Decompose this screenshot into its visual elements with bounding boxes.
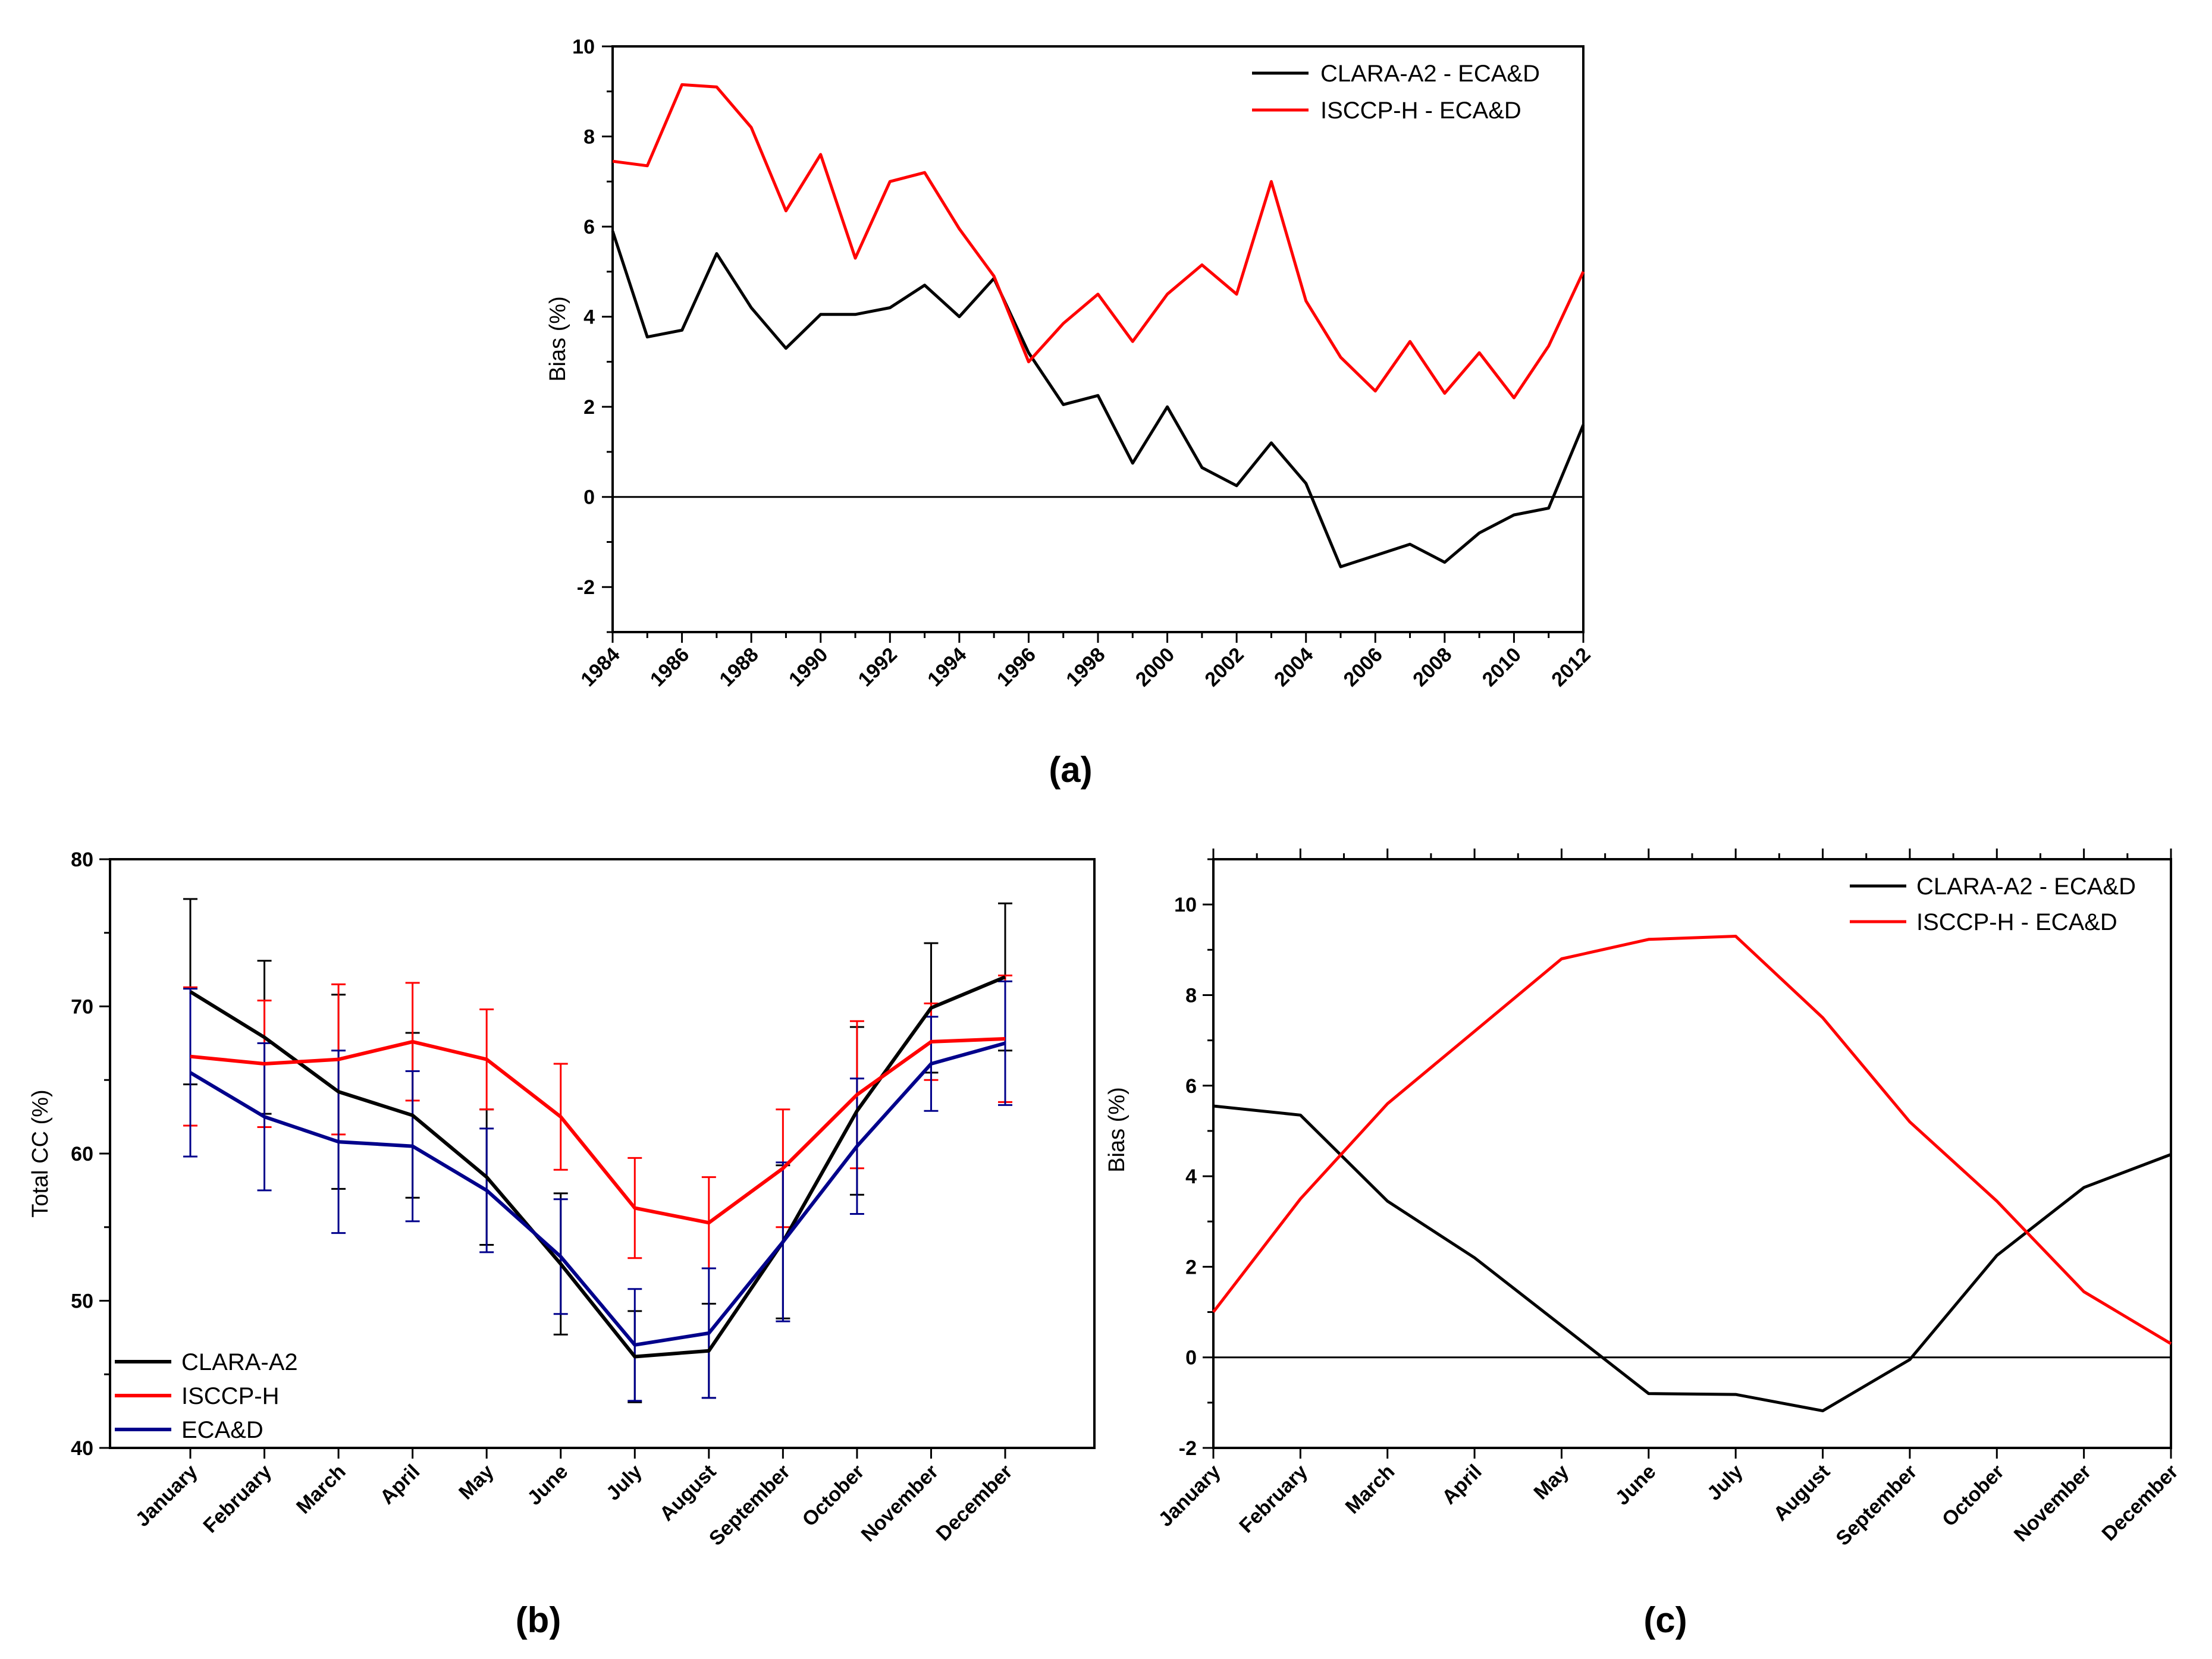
panel-c-legend-label: CLARA-A2 - ECA&D — [1916, 874, 2136, 900]
panel-c-x-tick-label: March — [1341, 1460, 1400, 1519]
panel-c-y-tick-label: 6 — [1185, 1075, 1197, 1098]
panel-a-series-line-1 — [611, 230, 1585, 568]
panel-c-label: (c) — [1643, 1600, 1687, 1640]
panel-b-x-tick-label: March — [292, 1460, 350, 1519]
panel-b-legend-label: ISCCP-H — [181, 1383, 279, 1409]
panel-c-y-tick-label: 4 — [1185, 1165, 1197, 1188]
panel-a-series-line-2 — [612, 83, 1585, 400]
panel-a-series — [611, 83, 1585, 568]
panel-c-series-line-1 — [1213, 1104, 2172, 1413]
panel-b-y-tick-label: 70 — [71, 996, 93, 1019]
panel-a-x-axis: 1984 1986 1988 1990 1992 1994 1996 1998 2000 2002… — [576, 632, 1595, 691]
panel-c-series — [1212, 935, 2172, 1413]
panel-a-y-axis-label: Bias (%) — [545, 296, 570, 382]
panel-b-x-tick-label: April — [376, 1460, 425, 1509]
panel-c-y-axis: -2 0 2 4 6 8 10 — [1174, 858, 1213, 1460]
panel-a-y-tick-label: 8 — [583, 126, 595, 149]
panel-c-x-tick-label: October — [1938, 1460, 2009, 1531]
panel-c-plot-frame — [1212, 858, 2172, 1449]
panel-a-x-tick-label: 2006 — [1339, 643, 1387, 691]
panel-b-legend: CLARA-A2 ISCCP-H ECA&D — [115, 1349, 298, 1443]
panel-c-x-tick-label: June — [1611, 1460, 1660, 1510]
panel-a-legend-label: ISCCP-H - ECA&D — [1320, 98, 1521, 124]
panel-c-x-tick-label: November — [2010, 1460, 2095, 1546]
panel-a-y-tick-label: 10 — [572, 36, 595, 58]
panel-c-x-axis: January February March April May June July Augu… — [1154, 849, 2183, 1550]
panel-a-x-tick-label: 1984 — [576, 643, 624, 691]
panel-c-x-tick-label: August — [1769, 1460, 1835, 1526]
panel-a-y-axis: -2 0 2 4 6 8 10 — [572, 36, 613, 633]
panel-b-x-tick-label: November — [857, 1460, 943, 1546]
panel-c-y-tick-label: 10 — [1174, 894, 1197, 916]
panel-b-x-tick-label: July — [602, 1460, 647, 1505]
panel-b-label: (b) — [516, 1600, 561, 1640]
panel-c-y-tick-label: 2 — [1185, 1256, 1197, 1278]
panel-b-y-tick-label: 60 — [71, 1143, 93, 1165]
panel-b-x-tick-label: June — [523, 1460, 572, 1510]
panel-b-x-tick-label: August — [655, 1460, 721, 1526]
panel-b-x-tick-label: May — [454, 1460, 498, 1504]
panel-a-y-tick-label: 4 — [583, 306, 595, 329]
panel-c-x-tick-label: January — [1154, 1460, 1225, 1531]
panel-b-series-line-2 — [190, 1037, 1006, 1225]
panel-b-x-tick-label: September — [705, 1460, 795, 1550]
panel-b-x-tick-label: October — [798, 1460, 869, 1531]
panel-a-plot-frame — [611, 45, 1585, 633]
panel-b-y-axis-label: Total CC (%) — [28, 1089, 53, 1217]
panel-b-series-line-3 — [189, 1041, 1006, 1347]
panel-a-x-tick-label: 2004 — [1270, 643, 1317, 691]
panel-c-y-axis-label: Bias (%) — [1105, 1087, 1129, 1173]
panel-a-x-tick-label: 2002 — [1200, 643, 1248, 691]
panel-c-legend: CLARA-A2 - ECA&D ISCCP-H - ECA&D — [1850, 874, 2136, 935]
panel-a-x-tick-label: 1992 — [854, 643, 902, 691]
panel-c-series-line-2 — [1212, 935, 2172, 1345]
panel-a-x-tick-label: 2008 — [1408, 643, 1456, 691]
panel-a-y-tick-label: 0 — [583, 486, 595, 509]
panel-b-x-tick-label: February — [199, 1460, 276, 1538]
panel-b-x-tick-label: January — [131, 1460, 202, 1531]
panel-a-y-tick-label: 2 — [583, 396, 595, 419]
panel-c-y-tick-label: -2 — [1179, 1437, 1197, 1460]
panel-b-legend-label: ECA&D — [181, 1417, 263, 1443]
panel-a-x-tick-label: 1998 — [1062, 643, 1109, 691]
panel-a-legend-label: CLARA-A2 - ECA&D — [1320, 61, 1540, 87]
panel-b-legend-label: CLARA-A2 — [181, 1349, 298, 1375]
panel-c-x-tick-label: May — [1529, 1460, 1573, 1504]
panel-a-y-tick-label: -2 — [577, 576, 595, 599]
panel-c-y-tick-label: 0 — [1185, 1347, 1197, 1369]
panel-a-x-tick-label: 2012 — [1547, 643, 1595, 691]
panel-a-x-tick-label: 1996 — [993, 643, 1040, 691]
panel-a-x-tick-label: 1988 — [715, 643, 763, 691]
panel-c-x-tick-label: September — [1831, 1460, 1921, 1550]
panel-a-x-tick-label: 2000 — [1131, 643, 1179, 691]
panel-a-x-tick-label: 1994 — [923, 643, 971, 691]
panel-b-x-tick-label: December — [932, 1460, 1017, 1545]
panel-b-y-axis: 40 50 60 70 80 — [71, 849, 110, 1460]
panel-c-x-tick-label: July — [1703, 1460, 1747, 1505]
panel-a-label: (a) — [1049, 750, 1092, 790]
panel-c-x-tick-label: February — [1235, 1460, 1312, 1538]
panel-b-y-tick-label: 40 — [71, 1437, 93, 1460]
panel-b-y-tick-label: 80 — [71, 849, 93, 871]
panel-b-y-tick-label: 50 — [71, 1290, 93, 1313]
panel-b-series — [183, 898, 1012, 1403]
panel-c-x-tick-label: December — [2098, 1460, 2183, 1545]
panel-a-x-tick-label: 1990 — [785, 643, 832, 691]
panel-b-series-line-1 — [189, 975, 1006, 1359]
panel-c-x-tick-label: April — [1438, 1460, 1486, 1509]
panel-a-x-tick-label: 1986 — [646, 643, 694, 691]
panel-a-y-tick-label: 6 — [583, 216, 595, 238]
panel-c-legend-label: ISCCP-H - ECA&D — [1916, 909, 2117, 935]
panel-a-x-tick-label: 2010 — [1478, 643, 1526, 691]
panel-c-y-tick-label: 8 — [1185, 984, 1197, 1007]
panel-a-legend: CLARA-A2 - ECA&D ISCCP-H - ECA&D — [1252, 61, 1540, 124]
panel-c-chart: -2 0 2 4 6 8 10 January February March April May Ju… — [1105, 849, 2183, 1640]
